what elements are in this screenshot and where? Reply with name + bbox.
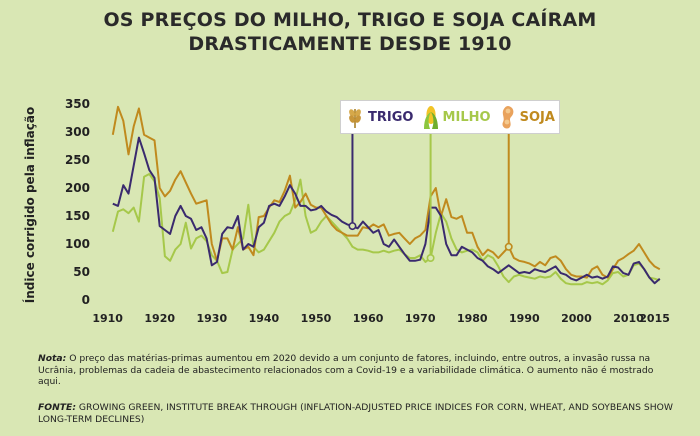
chart-title: OS PREÇOS DO MILHO, TRIGO E SOJA CAÍRAM … (0, 8, 700, 56)
title-line-2: DRASTICAMENTE DESDE 1910 (188, 33, 512, 55)
legend-label-corn: MILHO (442, 109, 491, 125)
x-tick-label: 1940 (249, 312, 280, 325)
legend-item-wheat: TRIGO (345, 105, 413, 129)
legend-item-corn: MILHO (422, 104, 491, 130)
x-tick-label: 2015 (639, 312, 670, 325)
x-tick-label: 1930 (196, 312, 227, 325)
source-text: FONTE: GROWING GREEN, INSTITUTE BREAK TH… (38, 402, 678, 425)
title-line-1: OS PREÇOS DO MILHO, TRIGO E SOJA CAÍRAM (103, 9, 597, 31)
x-tick-label: 1950 (301, 312, 332, 325)
legend-label-soy: SOJA (519, 109, 555, 125)
legend: TRIGO MILHO SOJA (340, 100, 560, 134)
series-line-trigo (112, 136, 661, 285)
legend-markers (348, 116, 513, 263)
series-line-milho (111, 173, 661, 286)
y-tick-label: 0 (82, 293, 90, 307)
y-tick-label: 250 (65, 153, 90, 167)
legend-item-soy: SOJA (499, 104, 555, 130)
source-label: FONTE: (38, 402, 76, 413)
x-tick-label: 1920 (144, 312, 175, 325)
legend-label-wheat: TRIGO (368, 109, 414, 125)
corn-icon (423, 106, 438, 129)
wheat-icon (349, 109, 361, 128)
line-chart: 0 50 100 150 200 250 300 350 1910 1920 1930 1940 195… (65, 97, 670, 325)
note-body: O preço das matérias-primas aumentou em … (38, 353, 654, 387)
series-line-soja (111, 105, 661, 279)
x-tick-label: 1910 (92, 312, 123, 325)
legend-marker-trigo (348, 222, 357, 231)
source-body: GROWING GREEN, INSTITUTE BREAK THROUGH (… (38, 402, 673, 425)
y-tick-label: 100 (65, 237, 90, 251)
note-label: Nota: (38, 353, 67, 364)
x-tick-label: 2000 (561, 312, 592, 325)
chart-series (111, 105, 661, 286)
y-tick-label: 50 (73, 265, 90, 279)
y-tick-label: 150 (65, 209, 90, 223)
y-tick-label: 300 (65, 125, 90, 139)
chart-axes: 0 50 100 150 200 250 300 350 1910 1920 1930 1940 195… (65, 97, 670, 325)
y-tick-label: 350 (65, 97, 90, 111)
x-tick-label: 1990 (509, 312, 540, 325)
x-tick-label: 1960 (353, 312, 384, 325)
legend-marker-soja (504, 242, 513, 251)
note-text: Nota: O preço das matérias-primas aument… (38, 353, 668, 388)
x-tick-label: 1980 (457, 312, 488, 325)
y-tick-label: 200 (65, 181, 90, 195)
x-tick-label: 1970 (405, 312, 436, 325)
x-tick-label: 2010 (613, 312, 644, 325)
soybean-icon (502, 106, 514, 129)
legend-marker-milho (426, 254, 435, 263)
